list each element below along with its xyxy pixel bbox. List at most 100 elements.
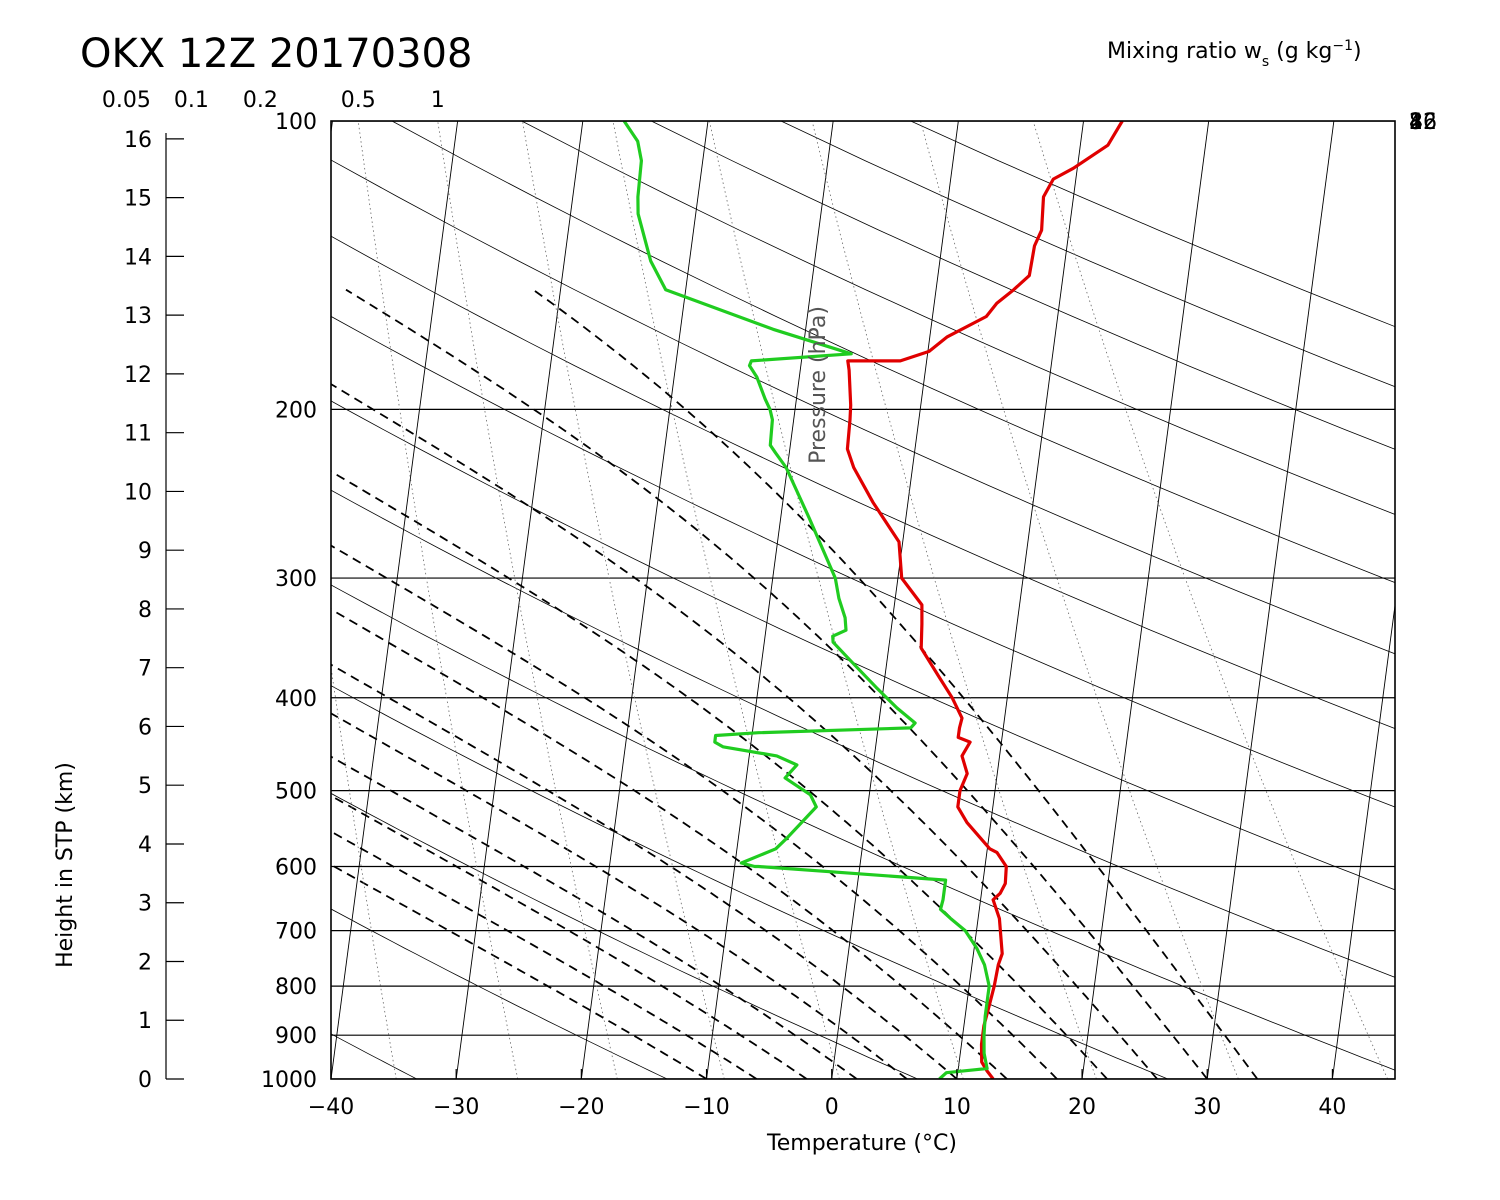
dry-adiabat-500 (780, 121, 1395, 388)
x-tick-label: −10 (683, 1095, 729, 1120)
dry-adiabat-460 (521, 121, 1395, 515)
background-lines (331, 121, 1500, 1079)
dry-adiabat-400 (331, 235, 1395, 730)
height-tick-label: 9 (138, 539, 152, 564)
pressure-tick-label: 200 (275, 398, 317, 423)
dry-adiabat-340 (331, 489, 1395, 978)
x-tick-label: −40 (308, 1095, 354, 1120)
moist-adiabat-26 (331, 383, 1158, 1079)
pressure-tick-label: 400 (275, 687, 317, 712)
moist-adiabat-18 (331, 544, 1058, 1079)
plot-frame (330, 120, 1396, 1080)
moist-adiabat-22 (331, 470, 1108, 1079)
mixing-ratio-line-8 (709, 121, 964, 1079)
height-tick-label: 0 (138, 1068, 152, 1093)
pressure-tick-label: 700 (275, 920, 317, 945)
dry-adiabat-420 (331, 159, 1395, 655)
pressure-tick-label: 300 (275, 567, 317, 592)
height-tick-label: 11 (124, 422, 152, 447)
moist-adiabat-6 (331, 712, 908, 1079)
pressure-axis-label: Pressure (hPa) (806, 306, 831, 464)
mixing-ratio-side-label: 2 (1409, 110, 1423, 135)
mixing-ratio-side-label: 32 (1409, 110, 1437, 135)
mixing-ratio-title-unit: (g kg (1269, 39, 1332, 64)
pressure-tick-label: 500 (275, 780, 317, 805)
dry-adiabat-480 (651, 121, 1395, 450)
height-axis-label: Height in STP (km) (53, 762, 78, 968)
mixing-ratio-top-labels: 0.05 0.1 0.2 0.5 1 (102, 88, 445, 113)
series-layer (622, 121, 1124, 1079)
isotherm-50 (1458, 121, 1500, 1079)
height-tick-label: 14 (124, 245, 152, 270)
dry-adiabat-260 (331, 908, 668, 1079)
height-tick-label: 16 (124, 128, 152, 153)
pressure-tick-label: 100 (275, 110, 317, 135)
mixing-ratio-line-1 (437, 121, 618, 1079)
mixing-ratio-top-label: 0.5 (341, 88, 376, 113)
dry-adiabat-300 (331, 685, 1168, 1079)
moist-adiabat-34 (532, 288, 1259, 1079)
x-tick-label: −20 (558, 1095, 604, 1120)
mixing-ratio-line-4 (612, 121, 840, 1079)
x-tick-label: −30 (433, 1095, 479, 1120)
x-tick-label: 10 (943, 1095, 971, 1120)
mixing-ratio-top-label: 0.1 (174, 88, 209, 113)
dry-adiabat-440 (391, 121, 1395, 584)
mixing-ratio-line-64 (1032, 121, 1388, 1079)
x-axis-label: Temperature (°C) (766, 1131, 957, 1156)
mixing-ratio-line-32 (920, 121, 1239, 1079)
mixing-ratio-title-sub: s (1262, 54, 1269, 70)
mixing-ratio-line-0.2 (331, 664, 397, 1079)
mixing-ratio-side-label: 8 (1409, 110, 1423, 135)
height-tick-label: 4 (138, 833, 152, 858)
isotherm-0 (831, 121, 959, 1079)
isotherm--20 (580, 121, 709, 1079)
pressure-tick-label: 900 (275, 1024, 317, 1049)
pressure-tick-label: 800 (275, 975, 317, 1000)
mixing-ratio-title-sup: −1 (1332, 38, 1353, 54)
x-tick-label: 40 (1318, 1095, 1346, 1120)
height-tick-label: 6 (138, 715, 152, 740)
pressure-tick-label: 1000 (261, 1068, 317, 1093)
pressure-tick-label: 600 (275, 855, 317, 880)
mixing-ratio-title-close: ) (1353, 39, 1362, 64)
dry-adiabat-380 (331, 315, 1395, 808)
height-tick-label: 5 (138, 774, 152, 799)
profile-line-0 (845, 121, 1124, 1079)
x-tick-label: 30 (1193, 1095, 1221, 1120)
mixing-ratio-line-0.5 (357, 121, 519, 1079)
dry-adiabat-280 (331, 792, 918, 1079)
moist-adiabat-14 (331, 608, 1008, 1079)
height-tick-label: 15 (124, 187, 152, 212)
height-tick-label: 1 (138, 1009, 152, 1034)
isotherm-20 (1081, 121, 1210, 1079)
height-tick-label: 8 (138, 598, 152, 623)
mixing-ratio-title-prefix: Mixing ratio w (1107, 39, 1262, 64)
height-tick-label: 10 (124, 480, 152, 505)
height-tick-label: 7 (138, 657, 152, 682)
isotherm-30 (1206, 121, 1335, 1079)
isotherm--30 (455, 121, 584, 1079)
isotherm-40 (1331, 602, 1395, 1079)
x-axis: −40 −30 −20 −10 0 10 20 30 40 (308, 1069, 1346, 1120)
isotherm--10 (706, 121, 834, 1079)
height-tick-label: 2 (138, 950, 152, 975)
pressure-axis: 100 200 300 400 500 600 700 800 900 1000 (261, 110, 317, 1093)
dry-adiabat-360 (331, 400, 1395, 891)
mixing-ratio-title: Mixing ratio ws (g kg−1) (1107, 38, 1362, 70)
dry-adiabat-520 (910, 121, 1395, 328)
x-tick-label: 0 (825, 1095, 839, 1120)
mixing-ratio-line-2 (522, 121, 725, 1079)
height-tick-label: 12 (124, 363, 152, 388)
profile-line-1 (622, 121, 991, 1079)
mixing-ratio-side-label: 4 (1409, 110, 1423, 135)
moist-adiabat--10 (331, 863, 707, 1079)
mixing-ratio-top-label: 1 (431, 88, 445, 113)
moist-adiabat-30 (345, 288, 1208, 1079)
height-tick-label: 13 (124, 304, 152, 329)
mixing-ratio-side-label: 16 (1409, 110, 1437, 135)
mixing-ratio-top-label: 0.05 (102, 88, 151, 113)
